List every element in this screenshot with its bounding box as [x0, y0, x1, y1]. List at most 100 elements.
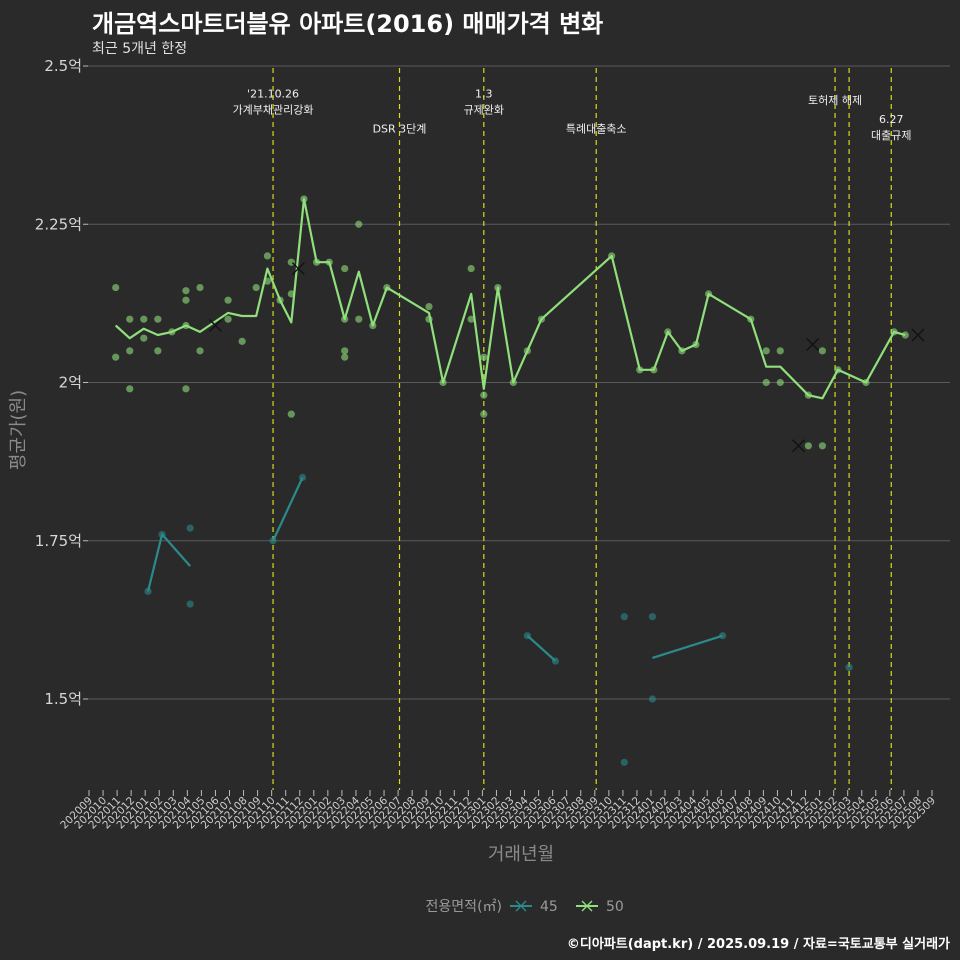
- data-point: [648, 613, 657, 621]
- series-45: [144, 473, 853, 766]
- data-point: [196, 347, 204, 355]
- data-point: [747, 315, 755, 323]
- data-point: [144, 587, 152, 595]
- series-50: [112, 195, 925, 453]
- data-point: [252, 283, 260, 292]
- axis-layer: 1.5억1.75억2억2.25억2.5억20200920201020201120…: [35, 57, 938, 831]
- avg-marker: [911, 328, 925, 342]
- data-point: [776, 378, 784, 387]
- data-point: [551, 657, 560, 665]
- data-point: [620, 758, 628, 766]
- data-point: [678, 347, 686, 355]
- data-point: [126, 385, 134, 393]
- series-line: [272, 476, 304, 542]
- event-label: 특례대출축소: [566, 122, 627, 135]
- data-point: [112, 283, 120, 292]
- data-point: [325, 258, 333, 266]
- data-point: [664, 328, 672, 336]
- avg-marker: [291, 262, 305, 276]
- data-point: [467, 315, 475, 323]
- data-point: [182, 321, 190, 330]
- data-point: [636, 366, 644, 374]
- data-point: [126, 315, 134, 323]
- data-point: [719, 632, 727, 640]
- series-layer: [112, 195, 925, 766]
- data-point: [355, 220, 363, 228]
- y-tick-label: 1.5억: [44, 690, 82, 708]
- event-label: 1.3: [475, 88, 493, 101]
- x-axis-title: 거래년월: [488, 844, 554, 865]
- y-tick-label: 2억: [59, 374, 82, 392]
- data-point: [439, 378, 447, 387]
- data-point: [140, 315, 148, 323]
- data-point: [425, 315, 433, 323]
- data-point: [126, 347, 134, 355]
- data-point: [862, 378, 870, 387]
- data-point: [263, 252, 272, 260]
- data-point: [186, 524, 194, 532]
- data-point: [341, 353, 349, 361]
- legend-label: 45: [540, 899, 558, 915]
- data-point: [901, 331, 909, 339]
- legend-swatch-cross: [581, 900, 593, 912]
- data-point: [276, 296, 284, 304]
- data-point: [480, 410, 488, 418]
- data-point: [509, 378, 517, 387]
- data-point: [369, 321, 377, 330]
- data-point: [313, 258, 321, 266]
- event-label: '21.10.26: [247, 88, 299, 101]
- avg-marker: [806, 338, 820, 352]
- data-point: [341, 264, 349, 273]
- data-point: [762, 347, 770, 355]
- data-point: [620, 613, 628, 621]
- legend-title: 전용면적(㎡): [426, 899, 502, 915]
- data-point: [834, 366, 842, 374]
- data-point: [224, 296, 232, 304]
- legend-swatch-cross: [515, 900, 527, 912]
- data-point: [182, 385, 190, 393]
- data-point: [537, 315, 546, 323]
- data-point: [287, 290, 295, 298]
- legend-items: 45 50: [510, 899, 624, 915]
- data-point: [186, 600, 194, 608]
- data-point: [705, 290, 713, 298]
- data-point: [112, 353, 120, 361]
- series-line: [652, 634, 724, 659]
- data-point: [480, 353, 488, 361]
- data-point: [341, 347, 349, 355]
- event-label: 6.27: [879, 113, 904, 126]
- data-point: [523, 347, 531, 355]
- data-point: [140, 334, 148, 342]
- data-point: [269, 537, 277, 545]
- data-point: [298, 473, 307, 482]
- data-point: [650, 366, 658, 374]
- data-point: [224, 315, 232, 323]
- data-point: [182, 287, 190, 295]
- data-point: [383, 283, 391, 292]
- data-point: [776, 347, 784, 355]
- data-point: [845, 663, 853, 671]
- data-point: [158, 530, 166, 539]
- data-point: [263, 277, 272, 285]
- event-label: DSR 3단계: [373, 122, 427, 135]
- avg-marker: [208, 319, 222, 333]
- event-label: 대출규제: [871, 129, 911, 142]
- data-point: [238, 337, 246, 345]
- series-line: [114, 197, 906, 400]
- avg-marker: [792, 439, 806, 453]
- series-line: [526, 634, 557, 662]
- data-point: [341, 315, 349, 323]
- data-point: [168, 328, 176, 336]
- data-point: [467, 264, 475, 273]
- event-label: 토허제 해제: [808, 93, 862, 107]
- data-point: [300, 195, 308, 203]
- legend-label: 50: [606, 899, 624, 915]
- data-point: [196, 283, 204, 292]
- data-point: [692, 340, 700, 349]
- data-point: [425, 302, 433, 311]
- data-point: [480, 391, 488, 399]
- y-axis-title: 평균가(원): [8, 390, 29, 470]
- data-point: [890, 328, 898, 336]
